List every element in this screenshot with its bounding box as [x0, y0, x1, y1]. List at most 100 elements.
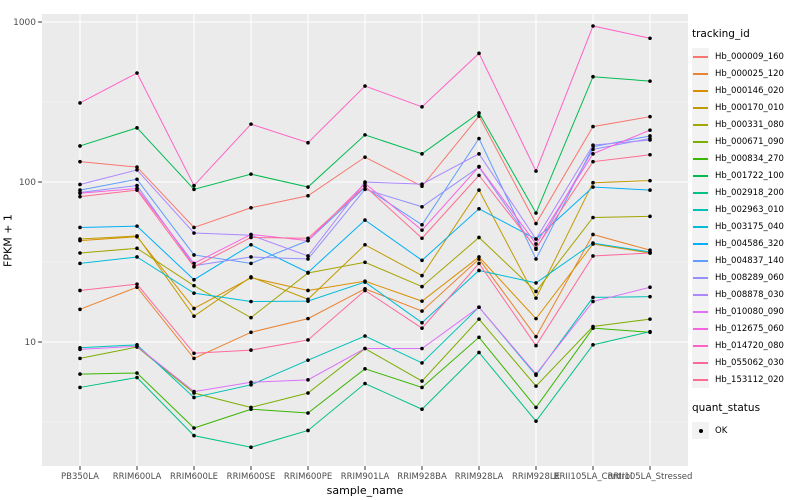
data-point [477, 268, 481, 273]
data-point [249, 205, 253, 210]
x-tick-label: RRIM600LE [170, 472, 218, 482]
legend-entry-label: Hb_012675_060 [715, 323, 784, 334]
x-tick-label: RRIM600LA [113, 472, 162, 482]
data-point [363, 218, 367, 222]
data-point [135, 177, 139, 182]
data-point [591, 180, 595, 185]
data-point [648, 128, 652, 132]
data-point [192, 283, 196, 288]
data-point [534, 419, 538, 423]
data-point [648, 317, 652, 321]
data-point [477, 261, 481, 266]
legend-entry: Hb_000009_160 [692, 48, 798, 65]
data-point [420, 236, 424, 241]
legend-title-tracking-id: tracking_id [692, 28, 750, 40]
series-Hb_000009_160 [78, 114, 652, 230]
data-point [78, 385, 82, 390]
series-Hb_001722_100 [78, 74, 652, 215]
data-point [135, 375, 139, 380]
legend-entry: Hb_012675_060 [692, 320, 798, 337]
data-point [249, 348, 253, 352]
data-point [306, 140, 310, 145]
data-point [135, 246, 139, 251]
legend-entry: Hb_000671_090 [692, 133, 798, 150]
data-point [249, 407, 253, 412]
data-point [135, 344, 139, 349]
x-tick-label: RRIM600SE [227, 472, 276, 482]
data-point [249, 380, 253, 385]
legend-key-line-icon [692, 150, 709, 167]
legend-entry-label: Hb_002963_010 [715, 204, 784, 215]
data-point [420, 346, 424, 351]
series-color-swatch [693, 208, 708, 211]
data-point [192, 291, 196, 295]
data-point [648, 178, 652, 183]
data-point [192, 351, 196, 356]
data-point [363, 280, 367, 284]
legend-entry-label: Hb_055062_030 [715, 357, 784, 368]
legend-panel: tracking_id Hb_000009_160 Hb_000025_120 Hb… [692, 28, 798, 439]
data-point [135, 126, 139, 130]
data-point [306, 391, 310, 395]
legend-entry-label: Hb_004586_320 [715, 238, 784, 249]
data-point [420, 284, 424, 289]
x-tick-label: RRIM901LA [341, 472, 390, 482]
data-point [591, 74, 595, 79]
legend-entry-label: Hb_000834_270 [715, 153, 784, 164]
legend-key-line-icon [692, 201, 709, 218]
legend-key-line-icon [692, 337, 709, 354]
legend-key-line-icon [692, 116, 709, 133]
data-point [363, 346, 367, 351]
data-point [591, 124, 595, 129]
x-axis-title: sample_name [326, 484, 404, 497]
data-point [420, 258, 424, 263]
y-tick-label: 1000 [13, 18, 36, 28]
data-point [363, 133, 367, 137]
data-point [648, 79, 652, 83]
legend-entries: Hb_000009_160 Hb_000025_120 Hb_000146_020 H… [692, 48, 798, 388]
series-color-swatch [693, 242, 708, 245]
series-Hb_000331_080 [78, 214, 652, 320]
series-color-swatch [693, 72, 708, 75]
data-point [135, 255, 139, 259]
legend-entry: Hb_002918_200 [692, 184, 798, 201]
series-color-swatch [693, 89, 708, 92]
data-point [534, 316, 538, 321]
data-point [306, 288, 310, 293]
data-point [363, 184, 367, 189]
x-tick-label: PB350LA [61, 472, 99, 482]
data-point [306, 185, 310, 189]
data-point [648, 285, 652, 290]
quant-status-entries: OK [692, 422, 798, 439]
data-point [363, 187, 367, 192]
data-point [78, 144, 82, 148]
y-tick-label: 100 [19, 178, 36, 188]
data-point [420, 228, 424, 232]
data-point [249, 315, 253, 320]
quant-status-entry: OK [692, 422, 798, 439]
quant-status-label: OK [715, 425, 728, 436]
data-point [534, 242, 538, 246]
data-point [534, 246, 538, 251]
data-point [78, 101, 82, 105]
data-point [420, 407, 424, 412]
legend-title-quant-status: quant_status [692, 402, 761, 414]
series-color-swatch [693, 327, 708, 330]
data-point [420, 273, 424, 278]
data-point [192, 426, 196, 430]
series-color-swatch [693, 123, 708, 126]
data-point [135, 168, 139, 172]
data-point [420, 326, 424, 330]
y-tick-label: 10 [25, 338, 37, 348]
data-point [78, 372, 82, 376]
data-point [192, 253, 196, 257]
series-color-swatch [693, 157, 708, 160]
data-point [306, 257, 310, 261]
series-Hb_014720_080 [78, 24, 652, 188]
data-point [306, 193, 310, 198]
data-point [306, 316, 310, 321]
legend-entry: Hb_014720_080 [692, 337, 798, 354]
data-point [249, 243, 253, 247]
legend-entry: Hb_002963_010 [692, 201, 798, 218]
data-point [477, 51, 481, 56]
